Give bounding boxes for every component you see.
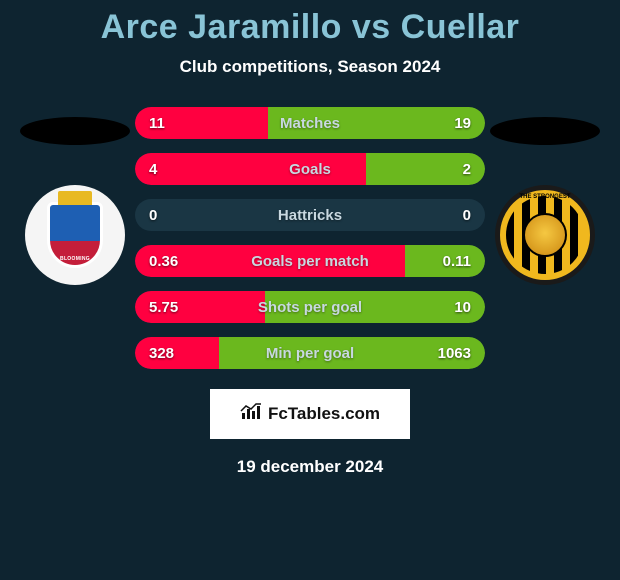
stat-value-left: 4 [149, 161, 157, 178]
stat-value-left: 0.36 [149, 253, 178, 270]
stat-value-left: 328 [149, 345, 174, 362]
stat-row: 0.36Goals per match0.11 [135, 245, 485, 277]
date-text: 19 december 2024 [237, 457, 384, 477]
stat-label: Goals [135, 161, 485, 178]
stat-value-right: 0.11 [443, 253, 471, 270]
stat-label: Shots per goal [135, 299, 485, 316]
stat-row: 11Matches19 [135, 107, 485, 139]
stat-value-right: 0 [463, 207, 471, 224]
stat-value-right: 19 [454, 115, 471, 132]
stats-column: 11Matches19 4Goals2 0Hattricks0 0.36Goals p… [135, 107, 485, 369]
left-player-col: BLOOMING [15, 107, 135, 285]
subtitle: Club competitions, Season 2024 [180, 57, 441, 77]
stat-value-right: 2 [463, 161, 471, 178]
crown-icon [58, 191, 92, 205]
stat-value-left: 5.75 [149, 299, 178, 316]
badge-arc-text: THE STRONGEST [506, 194, 584, 200]
stat-label: Matches [135, 115, 485, 132]
stat-row: 4Goals2 [135, 153, 485, 185]
shield-text: BLOOMING [50, 256, 100, 262]
stat-value-right: 10 [454, 299, 471, 316]
shield-icon: BLOOMING [47, 202, 103, 268]
brand-text: FcTables.com [268, 404, 380, 424]
left-team-crest: BLOOMING [25, 185, 125, 285]
comparison-panel: BLOOMING 11Matches19 4Goals2 0Hattricks0 0.… [0, 107, 620, 369]
chart-icon [240, 403, 262, 426]
stat-label: Goals per match [135, 253, 485, 270]
tiger-face-icon [523, 213, 567, 257]
brand-badge[interactable]: FcTables.com [210, 389, 410, 439]
player-shadow [20, 117, 130, 145]
stat-label: Min per goal [135, 345, 485, 362]
page-title: Arce Jaramillo vs Cuellar [101, 8, 520, 47]
player-shadow [490, 117, 600, 145]
right-team-crest: THE STRONGEST [495, 185, 595, 285]
stat-row: 5.75Shots per goal10 [135, 291, 485, 323]
tiger-badge-icon: THE STRONGEST [500, 190, 590, 280]
stat-value-right: 1063 [438, 345, 471, 362]
stat-value-left: 0 [149, 207, 157, 224]
stat-row: 328Min per goal1063 [135, 337, 485, 369]
stat-row: 0Hattricks0 [135, 199, 485, 231]
stat-value-left: 11 [149, 115, 165, 132]
right-player-col: THE STRONGEST [485, 107, 605, 285]
stat-label: Hattricks [135, 207, 485, 224]
